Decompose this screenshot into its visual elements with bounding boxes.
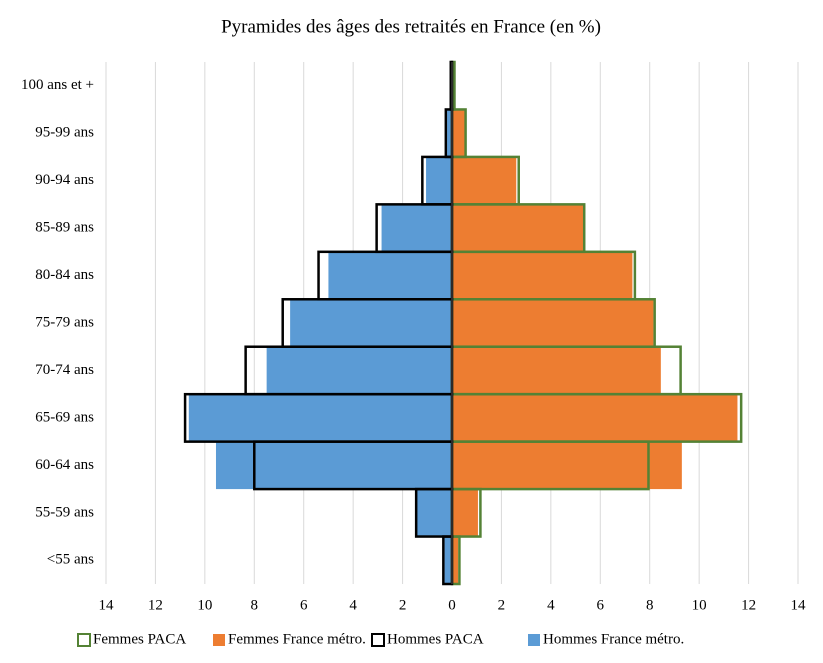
y-tick-label: 65-69 ans (35, 409, 94, 425)
x-tick-label: 12 (741, 597, 756, 613)
bar (452, 441, 682, 490)
y-tick-label: 55-59 ans (35, 504, 94, 520)
bar (444, 536, 452, 584)
bar (452, 299, 654, 347)
bar (447, 109, 452, 157)
y-tick-label: 95-99 ans (35, 125, 94, 141)
x-tick-label: 2 (498, 597, 506, 613)
bar (416, 489, 452, 537)
bar (452, 109, 466, 157)
bar (452, 204, 585, 252)
x-tick-label: 4 (547, 597, 555, 613)
x-tick-label: 4 (349, 597, 357, 613)
bar (452, 346, 661, 395)
y-tick-label: 90-94 ans (35, 172, 94, 188)
y-tick-label: 100 ans et + (21, 77, 94, 93)
x-tick-label: 8 (251, 597, 259, 613)
bar (290, 299, 452, 347)
y-tick-label: <55 ans (47, 552, 94, 568)
y-tick-label: 70-74 ans (35, 362, 94, 378)
legend-marker (77, 633, 91, 647)
legend-label: Hommes France métro. (543, 631, 684, 647)
legend-marker (213, 634, 225, 646)
chart-title: Pyramides des âges des retraités en Fran… (221, 16, 601, 37)
legend-marker (528, 634, 540, 646)
legend-marker (371, 633, 385, 647)
bar (381, 204, 452, 252)
x-tick-label: 0 (448, 597, 456, 613)
bar (452, 394, 738, 442)
x-tick-label: 2 (399, 597, 407, 613)
y-tick-label: 85-89 ans (35, 220, 94, 236)
y-tick-label: 75-79 ans (35, 314, 94, 330)
y-tick-label: 80-84 ans (35, 267, 94, 283)
bar (266, 346, 452, 395)
x-tick-label: 10 (197, 597, 212, 613)
legend-label: Femmes PACA (93, 631, 186, 647)
x-tick-label: 8 (646, 597, 654, 613)
bar (328, 251, 452, 300)
x-tick-label: 10 (692, 597, 707, 613)
bar (452, 536, 459, 584)
bar (452, 489, 478, 537)
bar (188, 394, 453, 442)
x-tick-label: 6 (300, 597, 308, 613)
x-tick-label: 14 (791, 597, 807, 613)
bar (215, 441, 452, 490)
legend-label: Hommes PACA (387, 631, 484, 647)
x-tick-label: 12 (148, 597, 163, 613)
x-tick-label: 6 (597, 597, 605, 613)
bar (426, 156, 452, 205)
y-tick-label: 60-64 ans (35, 457, 94, 473)
x-tick-label: 14 (99, 597, 115, 613)
bar (452, 156, 517, 205)
legend-label: Femmes France métro. (228, 631, 366, 647)
bar (452, 251, 633, 300)
